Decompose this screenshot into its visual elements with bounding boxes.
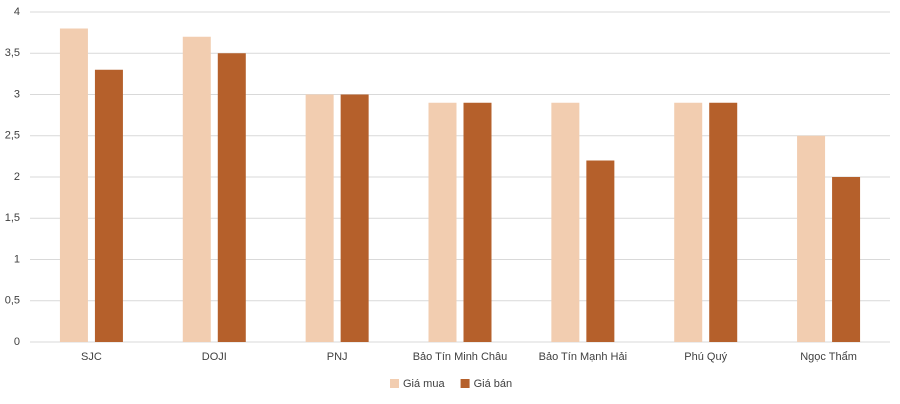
bar [832, 177, 861, 342]
x-tick-label: Bảo Tín Mạnh Hải [539, 351, 627, 363]
x-tick-label: PNJ [327, 351, 348, 363]
y-tick-label: 0,5 [5, 295, 20, 307]
bar [94, 69, 123, 342]
x-tick-label: Phú Quý [684, 351, 727, 363]
y-tick-label: 4 [14, 6, 20, 18]
x-tick-label: Bảo Tín Minh Châu [413, 351, 508, 363]
y-tick-label: 1 [14, 253, 20, 265]
y-tick-label: 1,5 [5, 212, 20, 224]
legend-label: Giá mua [403, 378, 445, 390]
y-tick-label: 0 [14, 336, 20, 348]
bar [428, 102, 457, 342]
bar [305, 94, 334, 342]
bar [59, 28, 88, 342]
bar [674, 102, 703, 342]
y-tick-label: 2,5 [5, 130, 20, 142]
x-tick-label: SJC [81, 351, 102, 363]
y-tick-label: 3,5 [5, 47, 20, 59]
bar [551, 102, 580, 342]
bar [709, 102, 738, 342]
bar [340, 94, 369, 342]
bar [797, 135, 826, 342]
legend-swatch [390, 379, 399, 388]
bar [463, 102, 492, 342]
bar [217, 53, 246, 342]
y-tick-label: 2 [14, 171, 20, 183]
legend-label: Giá bán [474, 378, 513, 390]
bar [586, 160, 615, 342]
bar [182, 36, 211, 342]
x-tick-label: Ngọc Thẩm [800, 351, 857, 363]
x-tick-label: DOJI [202, 351, 227, 363]
y-tick-label: 3 [14, 88, 20, 100]
legend-swatch [460, 379, 470, 388]
